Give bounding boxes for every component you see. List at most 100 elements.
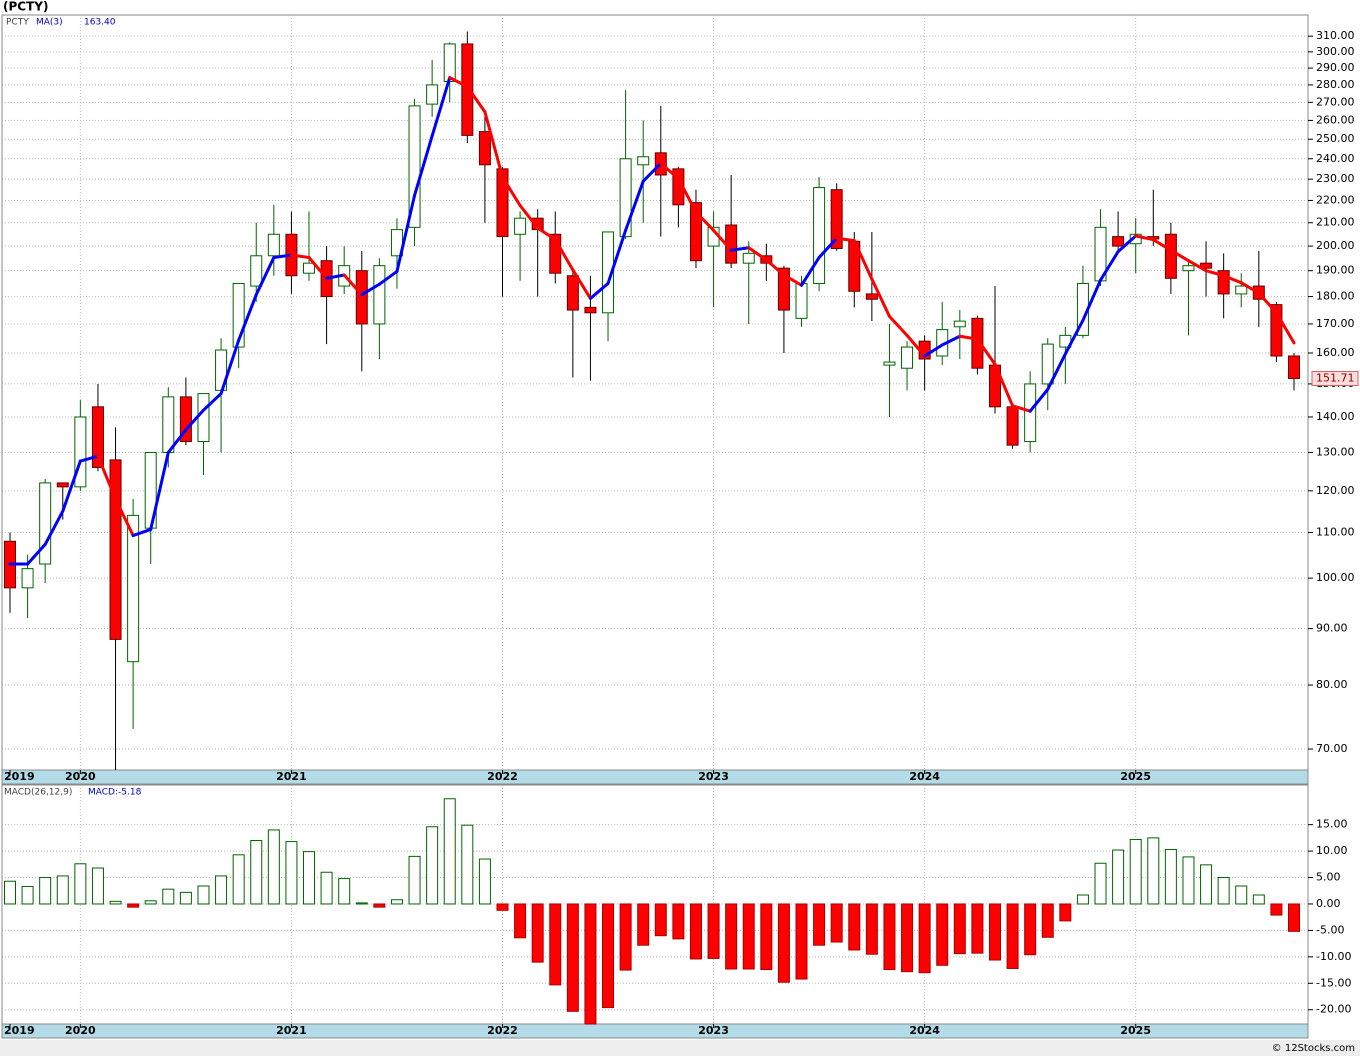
y-tick-label: 120.00 [1316,484,1355,497]
y-tick-label: 5.00 [1316,871,1341,884]
ma-segment [1116,234,1138,254]
y-tick-label: -10.00 [1316,950,1351,963]
macd-bar [91,867,104,905]
macd-bar [602,903,615,1009]
ma-segment [870,277,891,318]
ma-segment [536,226,557,242]
ma-segment [413,134,434,197]
x-tick-label: 2020 [65,770,96,783]
y-tick-label: 290.00 [1316,61,1355,74]
macd-bar [355,902,368,905]
macd-bar [953,903,966,955]
candle-body [953,320,966,328]
macd-bar [496,903,509,911]
macd-bar [1112,849,1125,905]
ma-segment [395,193,417,273]
ma-segment [483,110,504,179]
title: (PCTY) [3,0,48,14]
ma-segment [940,334,962,347]
candle-body [408,105,421,228]
ma-segment [553,238,575,272]
x-tick-label: 2021 [276,1024,307,1037]
candle-body [267,233,280,257]
macd-bar [232,854,245,905]
candle-body [56,482,69,488]
ma-segment [465,85,487,114]
candle-body [303,262,316,274]
candle-body [566,275,579,311]
macd-bar [813,903,826,946]
macd-bar [514,903,527,939]
macd-bar [988,903,1001,961]
candle-body [602,231,615,314]
y-tick-label: -5.00 [1316,923,1344,936]
candle-body [1164,233,1177,279]
ma-segment [377,269,399,286]
legend-macd-value: MACD:-5.18 [88,788,142,798]
macd-bar [39,877,52,905]
macd-date-bar [1,1023,1309,1039]
candle-body [795,282,808,319]
ma-segment [624,179,645,232]
ma-segment [131,527,153,538]
y-tick-label: 220.00 [1316,193,1355,206]
macd-bar [848,903,861,951]
candle-body [197,393,210,443]
ma-segment [659,161,680,181]
candle-body [1112,236,1125,247]
ma-segment [78,454,100,463]
ma-segment [905,333,927,358]
candle-body [584,306,597,314]
ma-segment [641,161,663,183]
macd-bar [320,871,333,905]
ma-segment [729,246,751,252]
y-tick-label: 80.00 [1316,678,1348,691]
macd-bar [250,840,263,905]
macd-bar [1270,903,1283,916]
last-price-label: 151.71 [1316,371,1355,384]
ma-segment [852,239,874,281]
candle-body [1270,304,1283,357]
candle-body [777,267,790,311]
candle-body [830,189,843,250]
macd-bar [285,841,298,905]
ma-segment [975,337,997,366]
macd-bar [408,855,421,905]
y-tick-label: -20.00 [1316,1003,1351,1016]
y-tick-label: 110.00 [1316,525,1355,538]
candle-body [250,255,263,287]
macd-bar [1006,903,1019,969]
ma-segment [835,236,856,243]
macd-bar [637,903,650,946]
macd-bar [478,858,491,905]
candle-body [1024,383,1037,443]
ma-segment [800,255,821,287]
ma-segment [676,177,698,214]
legend-ma: MA(3) [36,18,63,28]
candle-body [971,317,984,369]
macd-bar [1094,862,1107,905]
candle-body [461,43,474,136]
y-tick-label: 270.00 [1316,95,1355,108]
y-tick-label: 70.00 [1316,742,1348,755]
x-tick-label: 2023 [698,770,729,783]
macd-bar [373,903,386,908]
footer [0,1040,1360,1056]
macd-bar [936,903,949,966]
candle-body [109,459,122,640]
y-tick-label: 140.00 [1316,410,1355,423]
y-tick-label: 0.00 [1316,897,1341,910]
candle-body [162,396,175,453]
macd-bar [1059,903,1072,922]
macd-bar [1024,903,1037,956]
ma-segment [606,228,628,285]
price-panel [1,14,1309,771]
macd-bar [901,903,914,973]
y-tick-label: 300.00 [1316,45,1355,58]
ma-segment [782,273,804,287]
macd-bar [742,903,755,970]
candle-body [91,406,104,468]
candle-body [1006,406,1019,446]
ma-segment [43,509,65,546]
ma-segment [1134,234,1155,242]
